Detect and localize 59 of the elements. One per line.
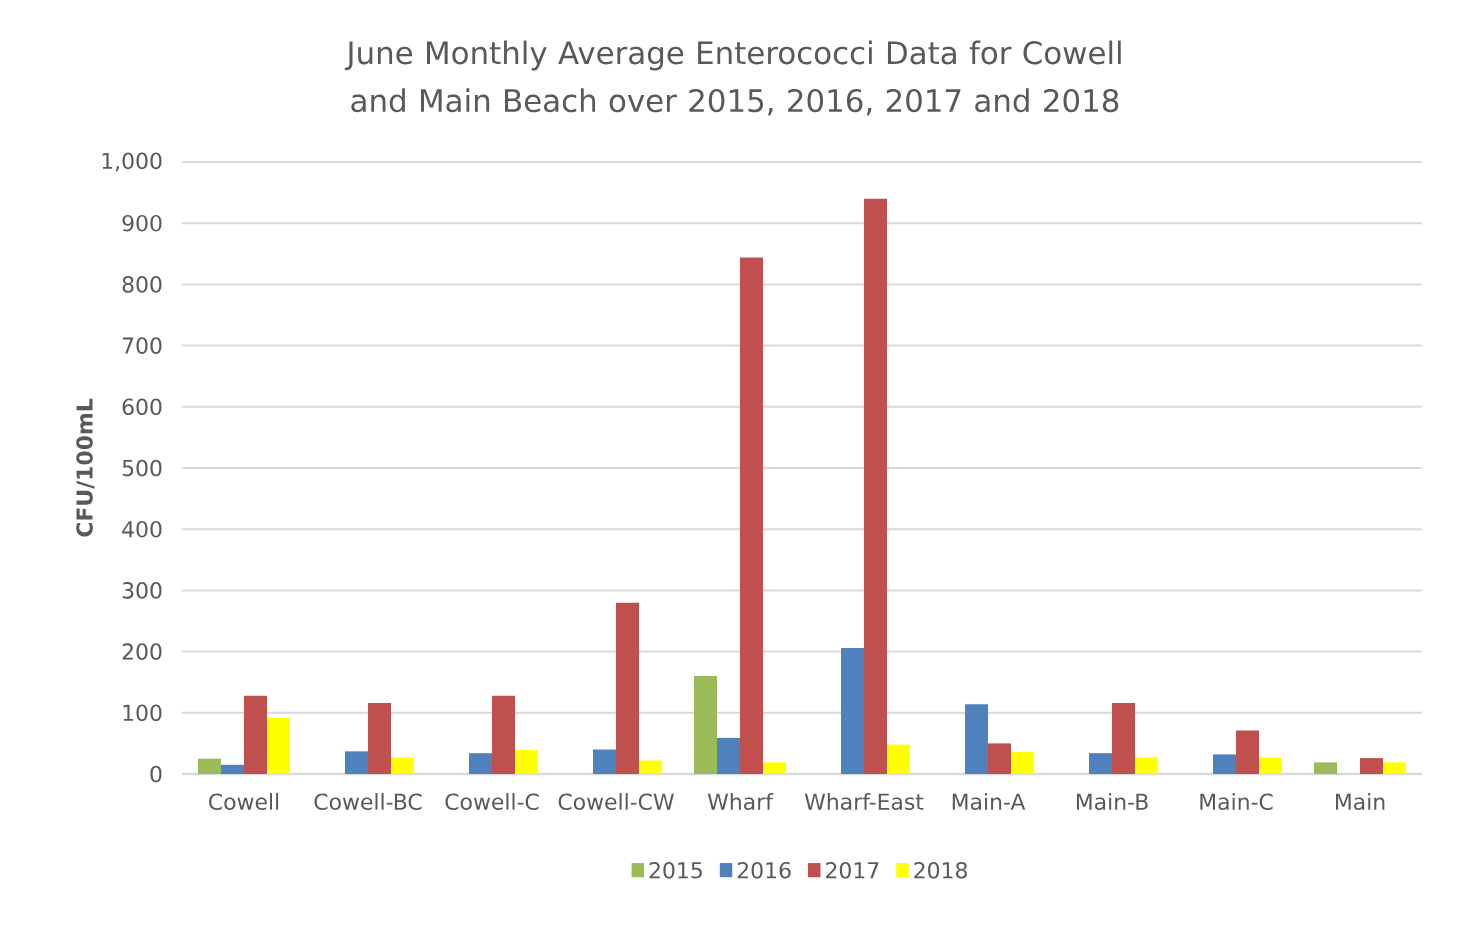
- bar: [1383, 762, 1407, 774]
- bar: [694, 676, 718, 774]
- x-tick-label: Main: [1336, 793, 1385, 810]
- x-tick-label: Cowell-CW: [558, 793, 674, 810]
- legend-label: 2018: [914, 861, 967, 879]
- bar: [1011, 751, 1035, 774]
- x-tick-label: Main-A: [952, 793, 1026, 810]
- bar: [345, 751, 369, 774]
- bar: [1089, 753, 1113, 774]
- x-tick-label: Main-B: [1076, 793, 1148, 810]
- bar: [267, 717, 290, 774]
- y-tick-label: 1,000: [102, 152, 162, 172]
- x-tick-label: Main-C: [1200, 793, 1273, 810]
- x-tick-label: Cowell-BC: [314, 793, 422, 810]
- chart-title: June Monthly Average Enterococci Data for Cowell and Main Beach over 2015, 2016, 2017 and 2018: [344, 40, 1121, 116]
- bar: [198, 758, 221, 774]
- bar: [368, 703, 392, 774]
- bar: [221, 764, 244, 774]
- bar: [639, 760, 663, 774]
- bar: [391, 757, 415, 774]
- legend-label: 2016: [737, 861, 791, 879]
- y-axis-title: CFU/100mL: [76, 398, 95, 537]
- y-tick-label: 400: [122, 520, 162, 538]
- bar: [1314, 762, 1338, 774]
- legend-label: 2017: [826, 861, 879, 879]
- bar: [1213, 754, 1237, 774]
- bar: [864, 198, 888, 774]
- legend-label: 2015: [649, 861, 702, 879]
- bar: [965, 704, 989, 774]
- x-tick-label: Wharf: [707, 793, 774, 810]
- bar: [763, 762, 787, 774]
- y-tick-label: 0: [150, 765, 162, 783]
- bar: [988, 743, 1012, 774]
- bar: [1135, 757, 1159, 774]
- bar: [492, 695, 516, 774]
- bar: [593, 749, 617, 774]
- y-tick-label: 200: [122, 643, 162, 660]
- bar: [244, 695, 267, 774]
- y-tick-label: 900: [122, 214, 162, 232]
- bar: [887, 744, 911, 774]
- x-tick-label: Cowell: [209, 793, 279, 810]
- y-tick-label: 700: [122, 337, 162, 354]
- y-tick-label: 800: [122, 276, 162, 293]
- bar: [616, 602, 640, 774]
- x-tick-label: Cowell-C: [445, 793, 539, 810]
- bar: [1236, 730, 1260, 774]
- bar: [841, 647, 865, 774]
- bar: [1360, 758, 1384, 774]
- bar: [1112, 703, 1136, 774]
- y-tick-label: 300: [122, 582, 162, 599]
- y-tick-label: 100: [123, 704, 162, 722]
- bar: [717, 737, 741, 774]
- bar: [1259, 757, 1283, 774]
- bar: [740, 257, 764, 774]
- y-tick-label: 600: [122, 398, 162, 416]
- bar: [515, 750, 539, 774]
- x-tick-label: Wharf-East: [804, 793, 924, 810]
- y-tick-label: 500: [122, 459, 162, 477]
- bar: [469, 753, 493, 774]
